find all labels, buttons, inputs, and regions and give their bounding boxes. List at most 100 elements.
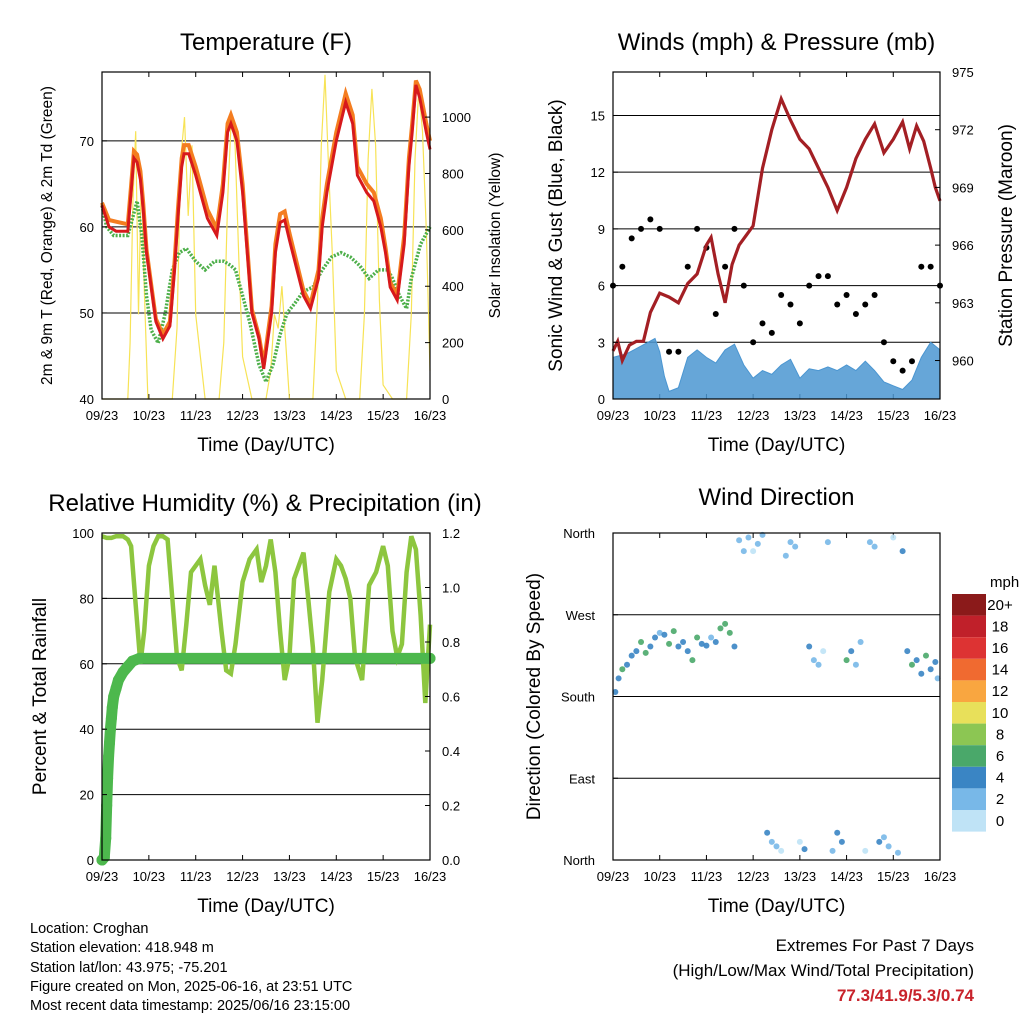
x-tick-label: 11/23	[691, 869, 723, 884]
y-axis-title: Sonic Wind & Gust (Blue, Black)	[546, 99, 567, 371]
gust-point	[796, 320, 803, 327]
direction-point	[684, 648, 691, 655]
legend-label: 16	[992, 640, 1009, 657]
x-tick-label: 13/23	[784, 408, 817, 423]
gust-point	[684, 263, 691, 270]
y-right-tick-label: 975	[952, 65, 974, 80]
x-tick-label: 15/23	[367, 869, 400, 884]
y-tick-label: 40	[80, 392, 94, 407]
x-tick-label: 14/23	[320, 869, 353, 884]
direction-point	[820, 648, 827, 655]
gust-point	[731, 225, 738, 232]
direction-point	[740, 548, 747, 555]
gust-point	[675, 348, 682, 355]
extremes-heading: Extremes For Past 7 Days	[775, 936, 974, 955]
chart-title: Winds (mph) & Pressure (mb)	[618, 29, 935, 56]
direction-point	[857, 639, 864, 645]
direction-point	[612, 688, 619, 695]
y-right-tick-label: 0.2	[442, 799, 460, 814]
wind-direction-panel: 09/23 10/23 11/23 12/23 13/23 14/23 15/23 16/23…	[524, 484, 956, 917]
chart-title: Temperature (F)	[180, 29, 352, 56]
gust-point	[843, 292, 850, 299]
gust-point	[899, 367, 906, 374]
y-axis-title: Percent & Total Rainfall	[30, 598, 51, 795]
precip-point	[105, 712, 117, 724]
y-tick-label: North	[563, 853, 595, 868]
direction-point	[890, 534, 897, 541]
gust-point	[908, 358, 915, 365]
x-tick-label: 10/23	[643, 408, 676, 423]
winds-pressure-panel: 09/23 10/23 11/23 12/23 13/23 14/23 15/23 16/23…	[546, 29, 1017, 456]
direction-point	[880, 834, 887, 841]
direction-point	[624, 661, 631, 668]
gust-point	[806, 282, 813, 289]
sonic-wind-band	[612, 337, 941, 400]
gust-point	[740, 282, 747, 289]
legend-label: 20+	[987, 597, 1013, 614]
gust-point	[787, 301, 794, 308]
direction-point	[661, 631, 668, 638]
legend-swatch	[952, 723, 986, 746]
precip-line	[96, 652, 436, 866]
direction-point	[694, 634, 701, 641]
x-tick-label: 13/23	[784, 869, 817, 884]
gust-point	[628, 235, 635, 242]
direction-point	[871, 543, 878, 550]
station-info: Location: Croghan Station elevation: 418…	[30, 920, 352, 1016]
legend-label: 0	[996, 813, 1004, 830]
direction-point	[913, 657, 920, 664]
legend-title: mph	[990, 574, 1019, 591]
precip-point	[103, 750, 115, 762]
y-right-tick-label: 600	[442, 223, 464, 238]
y-tick-label: 50	[80, 306, 94, 321]
legend-swatch	[952, 615, 986, 638]
direction-point	[754, 540, 761, 547]
y-right-tick-label: 0.0	[442, 853, 460, 868]
legend-label: 4	[996, 770, 1004, 787]
y-right-tick-label: 400	[442, 279, 464, 294]
x-tick-label: 09/23	[597, 869, 630, 884]
x-tick-label: 12/23	[737, 408, 770, 423]
temp-2m-line	[100, 84, 432, 370]
x-tick-label: 09/23	[86, 869, 119, 884]
y-axis-right-title: Solar Insolation (Yellow)	[487, 153, 504, 319]
extremes-values: 77.3/41.9/5.3/0.74	[836, 986, 974, 1005]
x-tick-label: 10/23	[133, 408, 166, 423]
extremes-subheading: (High/Low/Max Wind/Total Precipitation)	[672, 961, 974, 980]
direction-point	[717, 625, 724, 632]
direction-point	[773, 843, 780, 850]
gust-point	[656, 225, 663, 232]
precip-point	[103, 737, 115, 749]
speed-legend: mph 20+ 18 16 14 12 10 8 6 4 2 0	[952, 574, 1019, 832]
y-tick-label: 0	[87, 853, 94, 868]
direction-point	[899, 548, 906, 555]
x-tick-label: 14/23	[830, 869, 863, 884]
direction-point	[934, 675, 941, 682]
x-tick-label: 14/23	[320, 408, 353, 423]
x-tick-label: 13/23	[273, 408, 306, 423]
direction-point	[815, 661, 822, 668]
x-tick-label: 11/23	[180, 869, 212, 884]
gust-point	[647, 216, 654, 223]
direction-point	[698, 640, 705, 647]
x-tick-label: 16/23	[924, 408, 957, 423]
gust-point	[824, 273, 831, 280]
direction-point	[764, 829, 771, 836]
y-tick-label: 6	[598, 279, 605, 294]
direction-point	[638, 639, 645, 645]
x-tick-label: 11/23	[180, 408, 212, 423]
direction-point	[675, 643, 682, 650]
gust-point	[712, 310, 719, 317]
legend-label: 14	[992, 662, 1009, 679]
direction-point	[796, 838, 803, 845]
x-tick-label: 10/23	[643, 869, 676, 884]
location-text: Location: Croghan	[30, 921, 149, 937]
x-tick-label: 14/23	[830, 408, 863, 423]
direction-point	[619, 666, 626, 673]
y-tick-label: 20	[80, 788, 94, 803]
dewpoint-line	[100, 200, 432, 387]
y-tick-label: 9	[598, 222, 605, 237]
legend-swatch	[952, 810, 986, 832]
x-tick-label: 09/23	[86, 408, 119, 423]
x-tick-label: 11/23	[691, 408, 723, 423]
